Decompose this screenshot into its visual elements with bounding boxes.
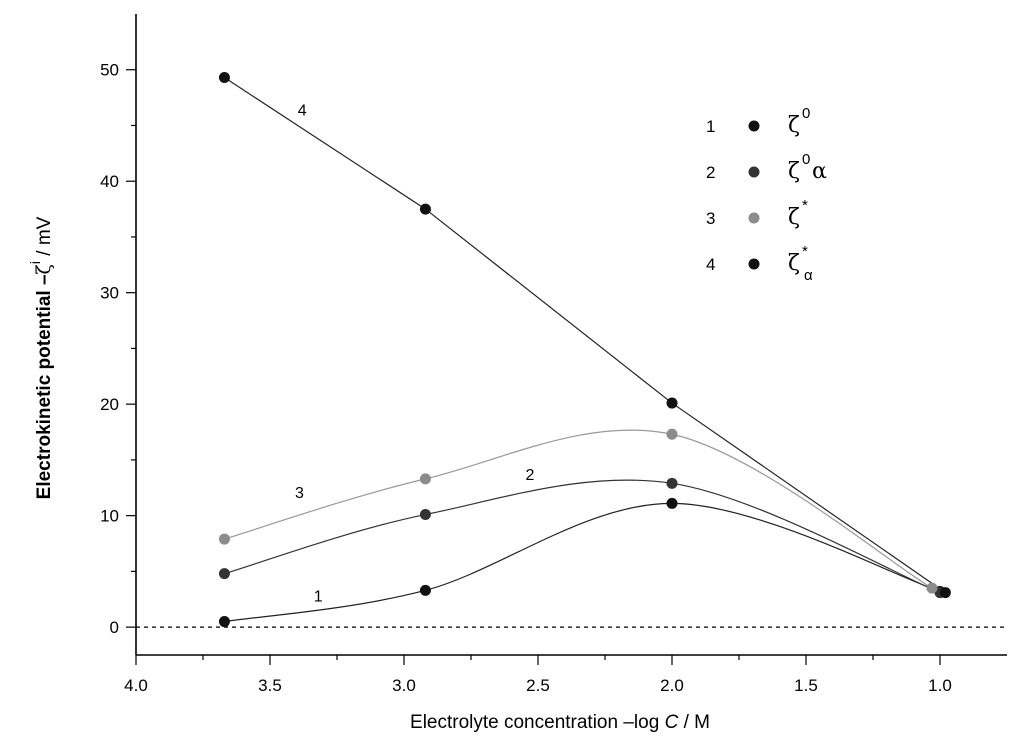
x-axis-title: Electrolyte concentration –log C / M (410, 712, 710, 733)
legend-symbol: ζ (788, 113, 800, 138)
y-tick-label: 30 (100, 284, 119, 303)
data-point-series-3 (926, 582, 938, 594)
legend-subscript: α (804, 267, 813, 284)
y-axis-title-sup: i (27, 261, 43, 264)
legend-marker (748, 258, 760, 270)
legend-symbol: ζ (788, 205, 800, 230)
legend-superscript: * (802, 197, 808, 214)
data-point-series-1 (666, 497, 678, 509)
data-point-series-3 (419, 473, 431, 485)
data-point-series-3 (218, 533, 230, 545)
series-labels-layer: 1 2 3 4 (295, 102, 534, 605)
series-line-3 (224, 429, 933, 589)
legend-entry-number: 3 (706, 209, 715, 228)
legend-superscript: 0 (802, 151, 810, 168)
legend-entry-number: 2 (706, 163, 715, 182)
y-axis-title: Electrokinetic potential –ζi / mV (27, 216, 55, 499)
legend-symbol: ζ (788, 251, 800, 276)
x-tick-label: 2.5 (526, 676, 550, 695)
x-tick-label: 4.0 (124, 676, 148, 695)
series-label-4: 4 (298, 102, 307, 119)
series-line-4 (224, 77, 946, 594)
legend-suffix: α (812, 159, 827, 184)
data-point-series-2 (419, 509, 431, 521)
legend-entry-4: 4 ζ * α (706, 243, 813, 284)
series-label-1: 1 (314, 588, 323, 605)
legend-superscript: 0 (802, 105, 810, 122)
series-line-2 (224, 479, 941, 594)
data-point-series-4 (939, 587, 951, 599)
data-point-series-2 (666, 477, 678, 489)
series-lines-layer (224, 77, 946, 623)
data-point-series-3 (666, 428, 678, 440)
y-tick-label: 0 (110, 618, 119, 637)
x-axis-title-italic: C (665, 712, 679, 733)
y-axis-title-main: Electrokinetic potential – (34, 274, 55, 499)
legend-entry-number: 4 (706, 255, 715, 274)
x-tick-label: 2.0 (660, 676, 684, 695)
x-tick-label: 3.0 (392, 676, 416, 695)
y-tick-label: 10 (100, 507, 119, 526)
data-point-series-1 (218, 616, 230, 628)
y-axis-title-symbol: ζ (33, 264, 55, 274)
legend-superscript: * (802, 243, 808, 260)
data-point-series-2 (218, 568, 230, 580)
x-axis-title-unit: / M (678, 712, 710, 733)
y-tick-label: 20 (100, 395, 119, 414)
legend-marker (748, 212, 760, 224)
legend-marker (748, 166, 760, 178)
legend: 1 ζ 02 ζ 0 α3 ζ *4 ζ *α (706, 105, 827, 284)
data-point-series-4 (218, 72, 230, 84)
y-tick-label: 40 (100, 172, 119, 191)
legend-entry-3: 3 ζ * (706, 197, 808, 230)
y-tick-label: 50 (100, 61, 119, 80)
x-tick-label: 3.5 (258, 676, 282, 695)
legend-symbol: ζ (788, 159, 800, 184)
data-point-series-4 (666, 397, 678, 409)
series-line-1 (224, 502, 941, 623)
x-axis-title-main: Electrolyte concentration –log (410, 712, 665, 733)
series-label-3: 3 (295, 485, 304, 502)
x-tick-label: 1.0 (928, 676, 952, 695)
series-label-2: 2 (526, 467, 535, 484)
data-point-series-4 (419, 203, 431, 215)
x-tick-label: 1.5 (794, 676, 818, 695)
data-point-series-1 (419, 584, 431, 596)
legend-entry-number: 1 (706, 117, 715, 136)
data-points-layer (218, 72, 951, 628)
y-axis-title-unit: / mV (34, 216, 55, 261)
legend-marker (748, 120, 760, 132)
